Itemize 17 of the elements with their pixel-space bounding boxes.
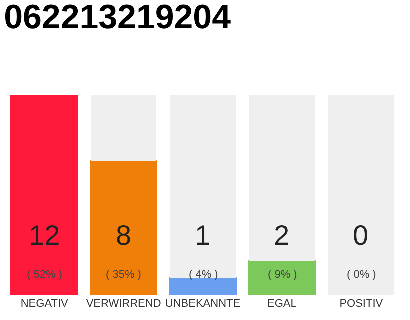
- data-label: 2 ( 9% ): [268, 220, 298, 281]
- data-label: 8 ( 35% ): [106, 220, 142, 281]
- data-label: 1 ( 4% ): [189, 220, 218, 281]
- bar: [10, 95, 78, 295]
- bar: [248, 260, 316, 295]
- bar: [249, 95, 316, 262]
- bar: [90, 95, 157, 162]
- chart-title: 062213219204: [4, 0, 232, 37]
- x-tick-label: NEGATIV: [20, 298, 69, 310]
- x-tick-label: UNBEKANNTE: [165, 298, 241, 310]
- x-tick-label: POSITIV: [340, 298, 384, 310]
- x-tick-label: VERWIRREND: [86, 298, 162, 310]
- x-tick-label: EGAL: [268, 298, 297, 310]
- data-label: 0 ( 0% ): [347, 220, 376, 281]
- data-label: 12 ( 52% ): [27, 220, 62, 281]
- bar: [90, 160, 158, 295]
- bar: [170, 95, 236, 278]
